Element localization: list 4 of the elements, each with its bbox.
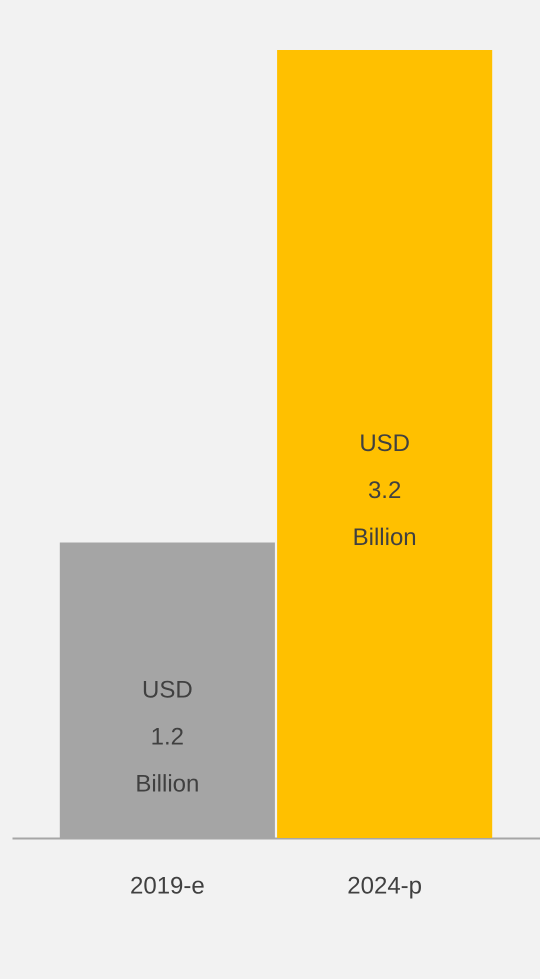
- data-label: USD 3.2 Billion: [352, 430, 417, 551]
- data-label: USD 1.2 Billion: [135, 676, 200, 798]
- x-tick-label: 2019-e: [130, 872, 205, 900]
- x-tick-label: 2024-p: [347, 872, 422, 900]
